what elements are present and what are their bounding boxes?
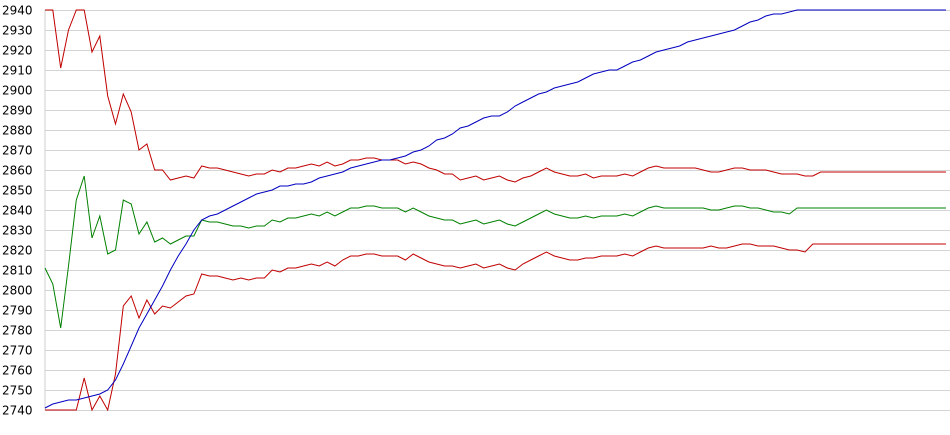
- y-tick-label: 2910: [2, 64, 33, 78]
- series-line-upper: [45, 9, 946, 183]
- y-tick-label: 2840: [2, 204, 33, 218]
- y-tick-label: 2760: [2, 364, 33, 378]
- y-tick-label: 2750: [2, 384, 33, 398]
- series-line-lower: [45, 243, 946, 412]
- y-tick-label: 2900: [2, 84, 33, 98]
- series-line-middle: [44, 175, 946, 329]
- y-tick-label: 2740: [2, 404, 33, 418]
- y-tick-label: 2920: [2, 44, 33, 58]
- y-tick-label: 2790: [2, 304, 33, 318]
- y-tick-label: 2850: [2, 184, 33, 198]
- y-tick-label: 2810: [2, 264, 33, 278]
- y-tick-label: 2780: [2, 324, 33, 338]
- y-tick-label: 2860: [2, 164, 33, 178]
- y-axis: 2740 2750 2760 2770 2780 2790 2800 2810 2820 2830…: [2, 4, 46, 418]
- y-tick-label: 2880: [2, 124, 33, 138]
- y-tick-label: 2930: [2, 24, 33, 38]
- grid-lines: [45, 10, 950, 411]
- y-tick-label: 2800: [2, 284, 33, 298]
- y-tick-label: 2870: [2, 144, 33, 158]
- y-tick-label: 2770: [2, 344, 33, 358]
- y-tick-label: 2890: [2, 104, 33, 118]
- series-line-trend: [44, 9, 946, 409]
- y-tick-label: 2830: [2, 224, 33, 238]
- y-tick-label: 2820: [2, 244, 33, 258]
- series-lines: [44, 9, 946, 412]
- y-tick-label: 2940: [2, 4, 33, 18]
